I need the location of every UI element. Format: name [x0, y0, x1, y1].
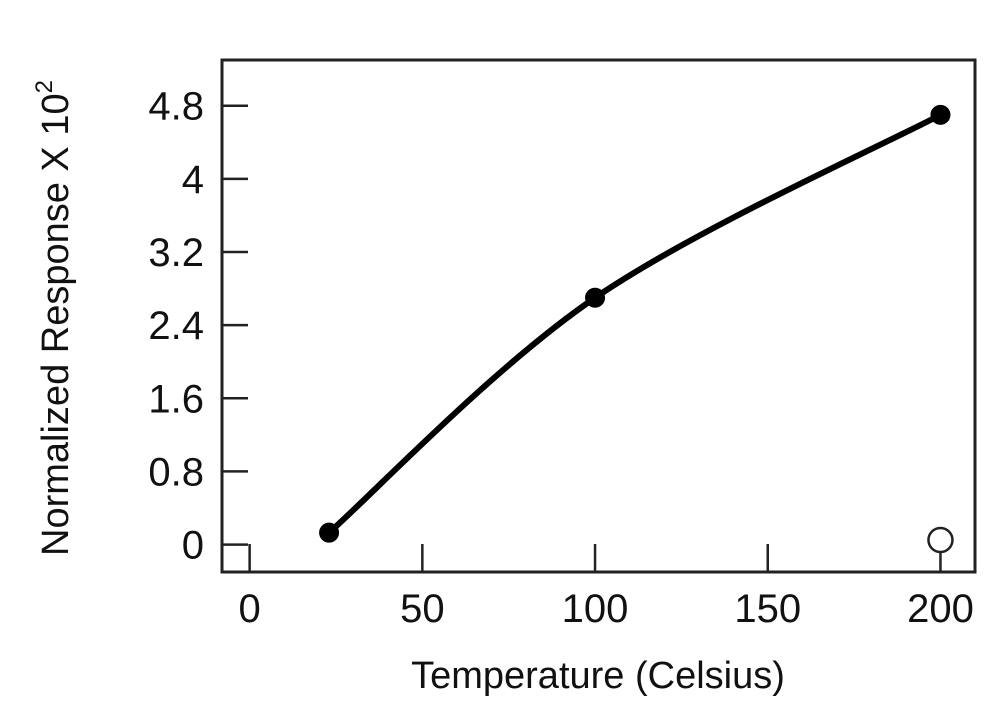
x-tick-label: 150	[734, 587, 801, 631]
y-tick-label: 0.8	[148, 450, 204, 494]
x-axis-ticks: 0 50 100 150 200	[239, 544, 974, 631]
x-tick-label: 100	[562, 587, 629, 631]
x-axis-label: Temperature (Celsius)	[411, 655, 785, 697]
data-point	[585, 287, 606, 308]
series-layer	[319, 104, 954, 554]
open-data-point	[927, 526, 954, 554]
y-tick-label: 1.6	[148, 377, 204, 421]
y-tick-label: 4	[182, 158, 204, 202]
series-line	[326, 111, 944, 536]
y-tick-label: 4.8	[148, 85, 204, 129]
y-axis-label-group: Normalized Response X 102	[31, 80, 77, 556]
y-tick-label: 3.2	[148, 231, 204, 275]
y-axis-label: Normalized Response X 10	[35, 93, 77, 556]
x-tick-label: 0	[239, 587, 261, 631]
y-tick-label: 0	[182, 524, 204, 568]
x-tick-label: 200	[907, 587, 974, 631]
plot-frame	[220, 58, 977, 574]
data-point	[930, 104, 951, 125]
data-point	[319, 522, 340, 543]
x-tick-label: 50	[400, 587, 445, 631]
y-tick-label: 2.4	[148, 304, 204, 348]
y-axis-ticks: 0 0.8 1.6 2.4 3.2 4 4.8	[148, 85, 248, 568]
y-axis-label-exponent: 2	[31, 80, 58, 93]
